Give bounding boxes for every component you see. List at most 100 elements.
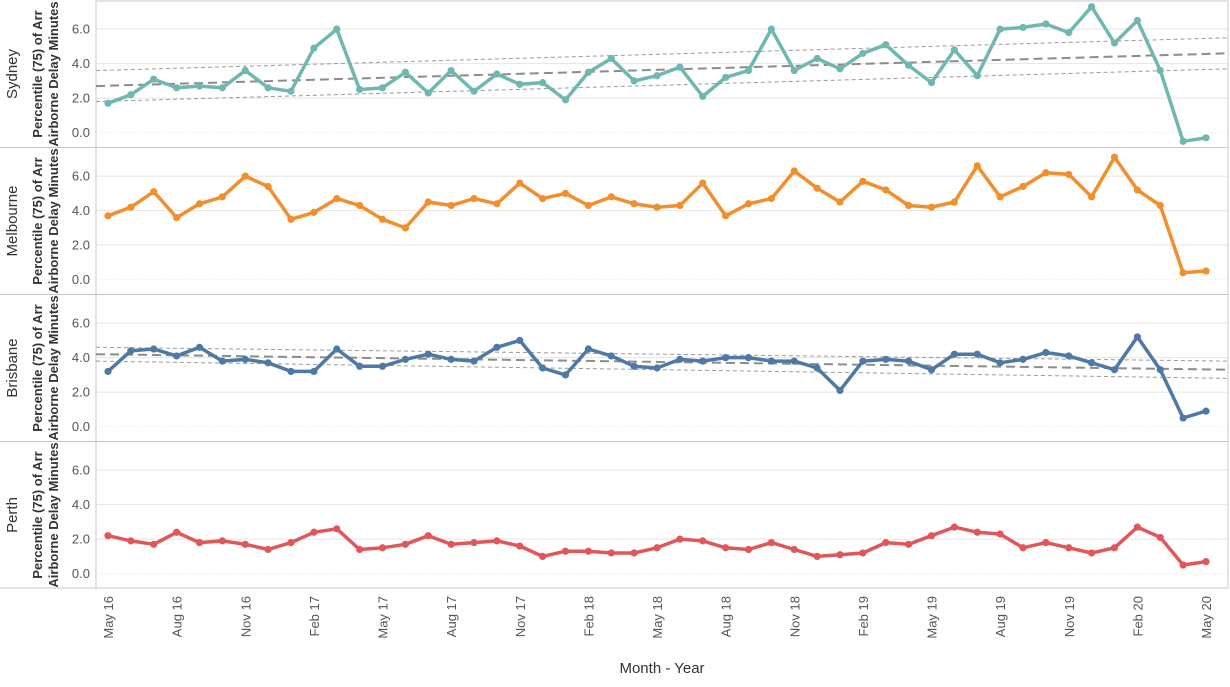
data-point <box>516 80 524 88</box>
data-point <box>882 41 890 49</box>
data-point <box>676 355 684 363</box>
data-point <box>173 528 181 536</box>
data-point <box>127 347 135 355</box>
data-point <box>310 44 318 52</box>
data-point <box>882 355 890 363</box>
data-point <box>401 355 409 363</box>
data-point <box>287 539 295 547</box>
data-point <box>333 25 341 33</box>
data-point <box>744 200 753 208</box>
data-point <box>1179 137 1187 145</box>
data-point <box>378 84 387 92</box>
y-tick-label: 4.0 <box>72 497 90 512</box>
data-point <box>218 193 226 201</box>
data-point <box>310 367 318 376</box>
data-point <box>813 552 821 561</box>
data-point <box>241 66 249 75</box>
data-point <box>539 79 547 87</box>
data-point <box>676 535 684 543</box>
data-point <box>950 198 958 206</box>
data-point <box>1179 561 1187 569</box>
data-point <box>150 75 158 83</box>
data-point <box>1202 407 1210 415</box>
data-point <box>882 186 890 194</box>
data-point <box>882 539 890 547</box>
series-line-melbourne <box>106 155 1208 275</box>
data-point <box>195 539 204 547</box>
data-point <box>927 79 936 87</box>
x-tick-label: Feb 18 <box>581 596 596 636</box>
data-point <box>104 367 112 376</box>
data-point <box>836 65 844 73</box>
panel-label-perth: Perth <box>4 497 21 533</box>
data-point <box>859 549 867 557</box>
data-point <box>539 552 547 561</box>
data-point <box>859 357 867 365</box>
data-point <box>607 54 615 63</box>
data-point <box>195 343 204 351</box>
data-point <box>905 357 913 365</box>
data-point <box>516 179 524 187</box>
data-point <box>1065 28 1073 37</box>
data-point <box>447 540 455 548</box>
data-point <box>1110 544 1119 552</box>
data-point <box>150 188 158 196</box>
data-point <box>905 61 913 69</box>
data-point <box>378 544 387 552</box>
data-point <box>973 162 981 170</box>
y-tick-label: 0.0 <box>72 125 90 140</box>
x-tick-label: Nov 16 <box>238 596 253 637</box>
y-tick-label: 2.0 <box>72 91 90 106</box>
data-point <box>127 203 135 211</box>
data-point <box>1133 333 1141 341</box>
y-tick-label: 2.0 <box>72 385 90 400</box>
data-point <box>630 77 638 85</box>
data-point <box>1179 414 1187 422</box>
data-point <box>996 25 1004 33</box>
data-point <box>813 184 821 192</box>
data-point <box>1156 66 1164 75</box>
trend-line <box>95 52 1229 88</box>
y-tick-label: 4.0 <box>72 56 90 71</box>
data-point <box>378 362 387 370</box>
data-point <box>1110 39 1119 47</box>
data-point <box>1202 557 1210 566</box>
data-point <box>287 367 295 376</box>
panel-label-sydney: Sydney <box>4 48 21 99</box>
y-tick-label: 2.0 <box>72 532 90 547</box>
y-tick-label: 0.0 <box>72 272 90 287</box>
data-point <box>767 357 775 365</box>
data-point <box>356 85 364 94</box>
data-point <box>218 357 226 365</box>
data-point <box>424 532 432 540</box>
data-point <box>744 545 753 554</box>
data-point <box>447 355 455 363</box>
data-point <box>539 194 547 203</box>
data-point <box>950 350 958 358</box>
data-point <box>607 352 615 360</box>
y-tick-label: 4.0 <box>72 350 90 365</box>
data-point <box>264 359 272 367</box>
data-point <box>1133 186 1141 194</box>
y-axis-title-line2: Airborne Delay Minutes <box>46 295 61 440</box>
data-point <box>264 84 272 92</box>
data-point <box>1065 170 1073 179</box>
data-point <box>195 200 204 208</box>
data-point <box>173 352 181 360</box>
data-point <box>630 549 638 557</box>
data-point <box>493 70 501 78</box>
x-tick-label: Aug 16 <box>170 596 185 637</box>
data-point <box>127 537 135 545</box>
trend-line <box>95 353 1229 371</box>
data-point <box>722 212 730 220</box>
panel-label-melbourne: Melbourne <box>4 186 21 257</box>
data-point <box>516 336 524 344</box>
data-point <box>1042 169 1050 177</box>
y-tick-label: 2.0 <box>72 238 90 253</box>
data-point <box>1088 193 1096 201</box>
data-point <box>150 345 158 353</box>
data-point <box>104 532 112 540</box>
data-point <box>1156 366 1164 374</box>
data-point <box>1019 355 1027 363</box>
